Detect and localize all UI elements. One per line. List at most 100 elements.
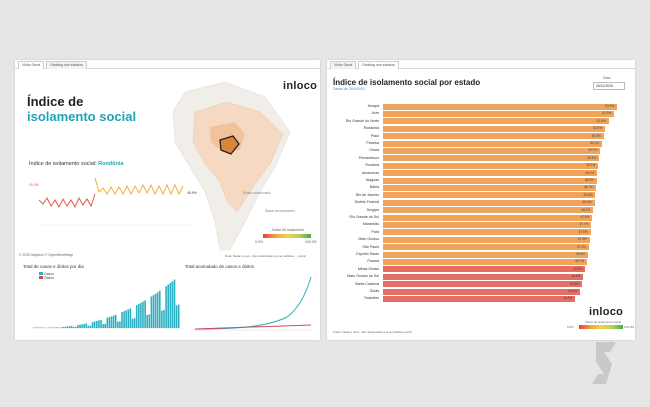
ranking-value-label: 47.1% [576,244,586,249]
ranking-state-label: Maranhão [362,222,379,227]
ranking-row[interactable]: Acre 52.9% [331,110,631,117]
ranking-bar[interactable] [383,273,584,280]
ranking-bar[interactable] [383,199,595,206]
tab-visao-geral-right[interactable]: Visão Geral [330,61,357,69]
ranking-row[interactable]: Mato Grosso do Sul 45.8% [331,273,631,280]
daily-cases-bar [150,296,153,328]
daily-cases-bar [87,325,90,328]
ranking-bar[interactable] [383,295,576,302]
ranking-bar[interactable] [383,125,605,132]
ranking-bar[interactable] [383,214,593,221]
ranking-bar[interactable] [383,221,592,228]
ranking-row[interactable]: Pernambuco 49.5% [331,155,631,162]
daily-cases-chart[interactable] [23,270,183,332]
ranking-bar[interactable] [383,192,596,199]
daily-cases-bar [173,279,176,328]
ranking-bar[interactable] [383,184,596,191]
isolation-line-chart[interactable]: 40.0% 48.9% [29,170,199,240]
ranking-row[interactable]: Minas Gerais 46.3% [331,266,631,273]
tab-ranking-estados-right[interactable]: Ranking dos estados [358,61,399,69]
ranking-row[interactable]: Santa Catarina 45.5% [331,281,631,288]
ranking-bar[interactable] [383,258,588,265]
ranking-state-label: Distrito Federal [354,200,379,205]
ranking-bar[interactable] [383,118,609,125]
daily-cases-bar [167,284,169,328]
dashboard-left-panel: Visão Geral Ranking dos estados Índice d… [15,60,320,340]
ranking-row[interactable]: Rio Grande do Sul 47.9% [331,214,631,221]
daily-cases-bar [35,327,37,328]
ranking-bar[interactable] [383,140,602,147]
ranking-bar[interactable] [383,170,598,177]
daily-cases-bar [66,326,69,328]
ranking-row[interactable]: Bahia 48.7% [331,184,631,191]
watermark-s-logo [592,342,616,384]
ranking-row[interactable]: Rio de Janeiro 48.6% [331,192,631,199]
ranking-state-label: Tocantins [363,296,379,301]
ranking-row[interactable]: Goiás 45.1% [331,288,631,295]
ranking-bar[interactable] [383,162,599,169]
ranking-row[interactable]: Ceará 49.7% [331,147,631,154]
map-label-right: Status de isolamento [265,209,295,213]
daily-cases-bar [98,320,100,328]
ranking-row[interactable]: Rio Grande do Norte 51.6% [331,118,631,125]
daily-cases-bar [154,293,157,328]
ranking-row[interactable]: Pará 47.5% [331,229,631,236]
tab-ranking-estados[interactable]: Ranking dos estados [46,61,87,69]
chart1-title: Total de casos e óbitos por dia [23,264,84,269]
daily-cases-bar [125,310,127,328]
ranking-row[interactable]: Piauí 50.5% [331,133,631,140]
daily-cases-bar [142,301,144,328]
ranking-row[interactable]: Distrito Federal 48.4% [331,199,631,206]
daily-cases-bar [62,326,64,328]
title-line-1: Índice de [27,94,84,109]
ranking-state-label: Sergipe [366,207,379,212]
ranking-bar[interactable] [383,266,586,273]
ranking-bar[interactable] [383,103,618,110]
daily-cases-bar [146,315,148,328]
ranking-row[interactable]: Sergipe 48.1% [331,207,631,214]
ranking-bar[interactable] [383,251,588,258]
tab-visao-geral[interactable]: Visão Geral [18,61,45,69]
cumulative-cases-chart[interactable] [187,272,315,334]
ranking-row[interactable]: Maranhão 47.7% [331,221,631,228]
title-line-2: isolamento social [27,109,137,124]
daily-cases-bar [102,324,104,328]
ranking-bar[interactable] [383,236,590,243]
legend-deaths-swatch [39,276,43,279]
ranking-row[interactable]: Mato Grosso 47.3% [331,236,631,243]
legend-max: 100.0% [305,240,317,244]
ranking-bar[interactable] [383,288,581,295]
ranking-state-label: Santa Catarina [355,281,379,286]
ranking-row[interactable]: Paraná 46.7% [331,258,631,265]
ranking-row[interactable]: Alagoas 48.9% [331,177,631,184]
ranking-bar[interactable] [383,110,615,117]
ranking-row[interactable]: Tocantins 44.0% [331,295,631,302]
ranking-row[interactable]: São Paulo 47.1% [331,244,631,251]
daily-cases-bar [91,322,94,328]
ranking-value-label: 50.5% [591,133,601,138]
ranking-bar[interactable] [383,147,601,154]
daily-cases-bar [133,318,136,328]
ranking-row[interactable]: Roraima 49.2% [331,162,631,169]
ranking-bar[interactable] [383,177,597,184]
ranking-bar[interactable] [383,244,589,251]
ranking-title: Índice de isolamento social por estado [333,78,481,87]
ranking-bar[interactable] [383,229,591,236]
brazil-map[interactable]: Estado selecionado Status de isolamento [165,72,295,252]
ranking-bar[interactable] [383,155,600,162]
ranking-row[interactable]: Rondônia 50.8% [331,125,631,132]
daily-cases-bar [123,311,125,328]
ranking-bar[interactable] [383,281,582,288]
daily-cases-bar [77,325,79,328]
ranking-row[interactable]: Amapá 53.6% [331,103,631,110]
ranking-value-label: 49.0% [585,170,595,175]
ranking-bar[interactable] [383,207,594,214]
ranking-state-label: São Paulo [362,244,379,249]
daily-cases-bar [156,292,159,328]
ranking-row[interactable]: Amazonas 49.0% [331,170,631,177]
date-select[interactable]: 26/11/2020 [593,82,625,90]
ranking-state-label: Mato Grosso do Sul [347,274,379,279]
ranking-row[interactable]: Paraíba 50.1% [331,140,631,147]
ranking-bar[interactable] [383,133,604,140]
ranking-row[interactable]: Espírito Santo 46.9% [331,251,631,258]
